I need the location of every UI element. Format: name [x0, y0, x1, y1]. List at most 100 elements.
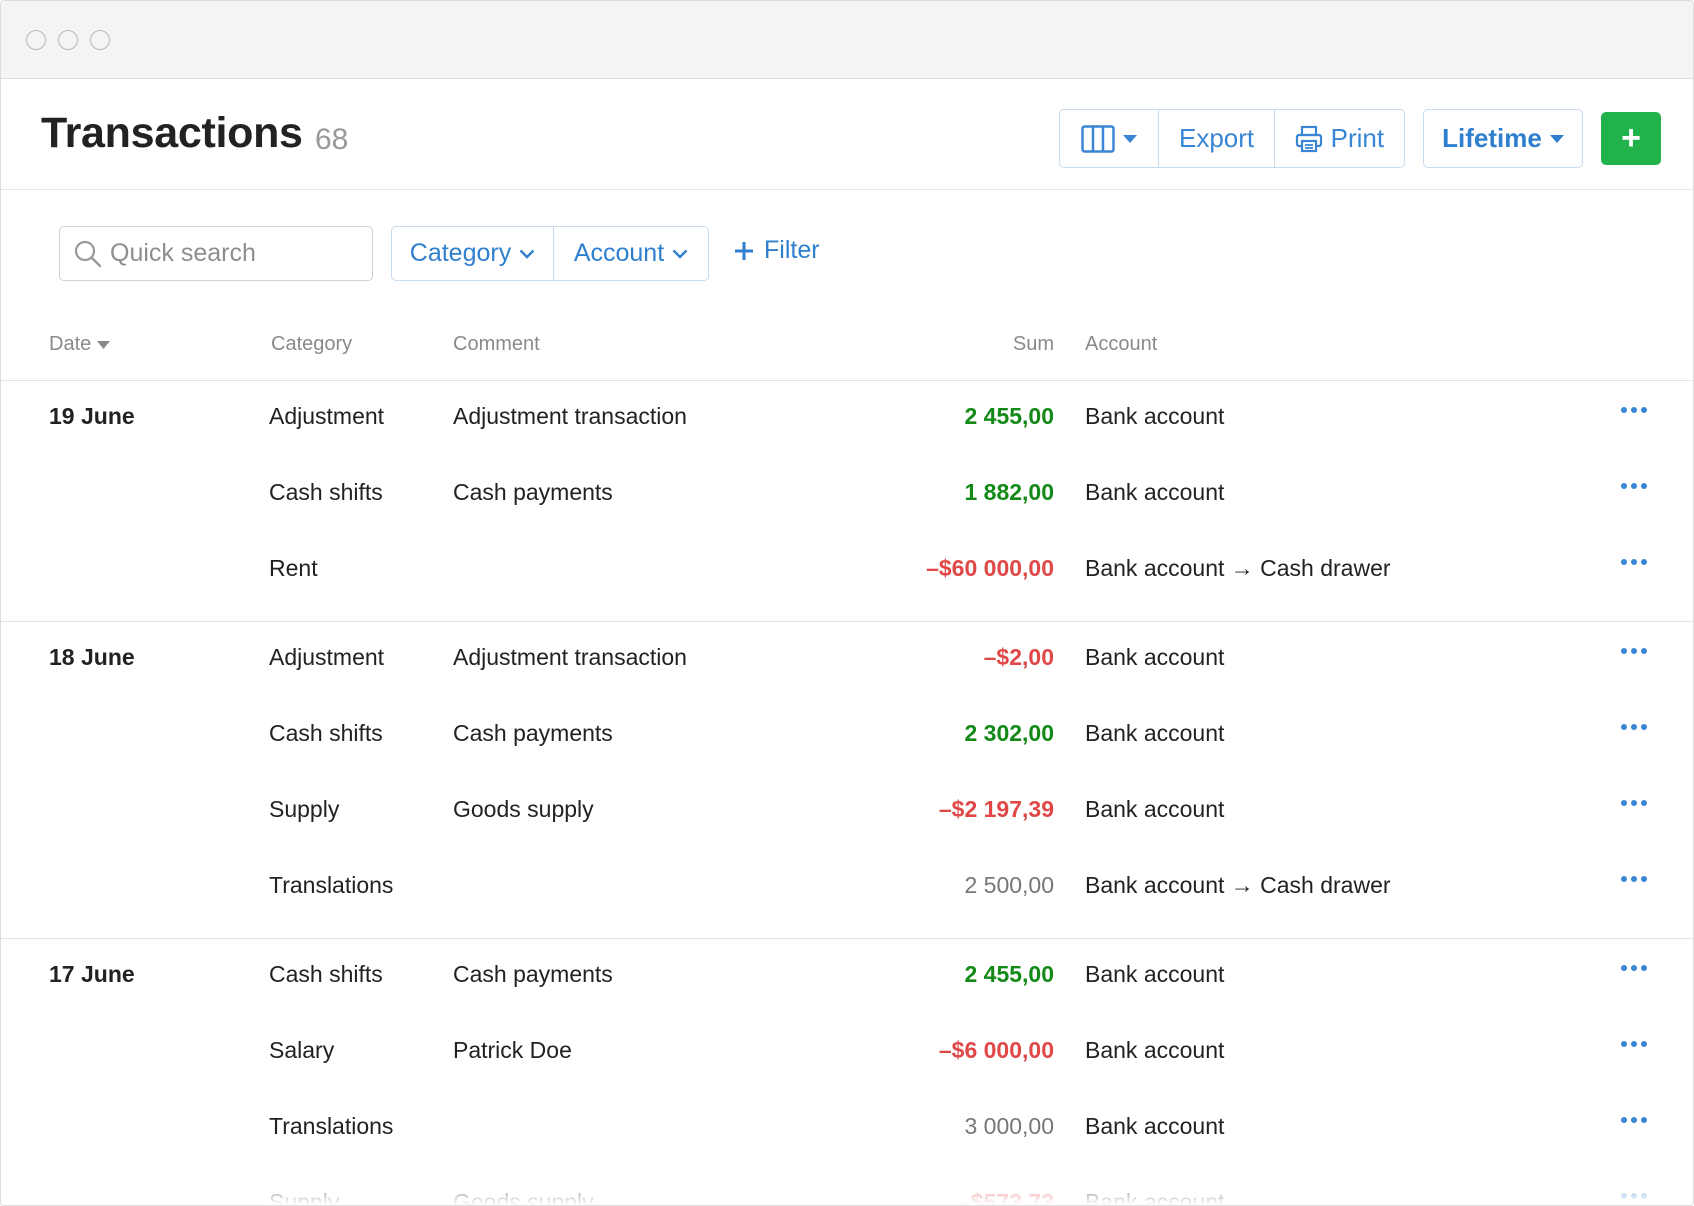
table-row[interactable]: Cash shifts Cash payments 1 882,00 Bank acc…: [1, 469, 1693, 545]
row-more-button[interactable]: [1621, 1041, 1647, 1047]
row-category: Cash shifts: [269, 479, 383, 505]
transaction-count: 68: [315, 123, 349, 156]
period-label: Lifetime: [1442, 123, 1542, 153]
table-row[interactable]: Salary Patrick Doe –$6 000,00 Bank account: [1, 1027, 1693, 1103]
row-more-button[interactable]: [1621, 559, 1647, 565]
row-date: 17 June: [49, 961, 135, 987]
more-icon: [1621, 483, 1627, 489]
row-sum: –$60 000,00: [926, 555, 1054, 581]
search-icon: [74, 240, 102, 267]
row-account: Bank account: [1085, 403, 1225, 429]
row-sum: 2 500,00: [964, 872, 1054, 898]
add-transaction-button[interactable]: +: [1601, 112, 1661, 165]
more-icon: [1621, 965, 1627, 971]
window-close-button[interactable]: [26, 29, 46, 50]
filter-toolbar: Category Account Filter: [1, 190, 1693, 325]
row-more-button[interactable]: [1621, 876, 1647, 882]
sum-column-header[interactable]: Sum: [1012, 333, 1054, 355]
more-icon: [1631, 800, 1637, 806]
printer-icon: [1295, 125, 1322, 152]
row-category: Translations: [269, 1113, 394, 1139]
row-more-button[interactable]: [1621, 800, 1647, 806]
row-category: Adjustment: [269, 644, 385, 670]
more-icon: [1641, 407, 1647, 413]
table-row[interactable]: Translations 2 500,00 Bank account → Cash …: [1, 862, 1693, 938]
filter-dropdown-group: Category Account: [391, 226, 709, 281]
more-icon: [1641, 1041, 1647, 1047]
row-comment: Cash payments: [453, 720, 613, 746]
row-account: Bank account: [1085, 1037, 1225, 1063]
row-account: Bank account: [1085, 1113, 1225, 1139]
table-row[interactable]: 18 June Adjustment Adjustment transaction –…: [1, 634, 1693, 710]
print-label: Print: [1330, 123, 1385, 153]
sort-desc-icon: [97, 340, 111, 349]
more-icon: [1631, 876, 1637, 882]
row-date: 18 June: [49, 644, 135, 670]
row-account: Bank account → Cash drawer: [1085, 555, 1391, 581]
row-date: 19 June: [49, 403, 135, 429]
table-row[interactable]: Supply Goods supply –$2 197,39 Bank account: [1, 786, 1693, 862]
table-row[interactable]: Rent –$60 000,00 Bank account → Cash drawe…: [1, 545, 1693, 621]
category-column-header[interactable]: Category: [271, 333, 353, 355]
search-input[interactable]: [110, 239, 350, 268]
more-icon: [1641, 1117, 1647, 1123]
caret-down-icon: [1549, 134, 1564, 143]
row-more-button[interactable]: [1621, 407, 1647, 413]
row-category: Supply: [269, 796, 340, 822]
more-icon: [1641, 483, 1647, 489]
more-icon: [1641, 876, 1647, 882]
more-icon: [1631, 1041, 1637, 1047]
view-actions-group: Export Print: [1059, 109, 1405, 168]
row-more-button[interactable]: [1621, 724, 1647, 730]
row-more-button[interactable]: [1621, 648, 1647, 654]
more-icon: [1621, 1117, 1627, 1123]
title-bar: [1, 1, 1693, 79]
more-icon: [1641, 724, 1647, 730]
more-icon: [1641, 800, 1647, 806]
period-dropdown[interactable]: Lifetime: [1423, 109, 1583, 168]
add-filter-button[interactable]: Filter: [734, 236, 820, 265]
comment-column-header[interactable]: Comment: [453, 333, 540, 355]
plus-icon: [735, 241, 753, 260]
search-box[interactable]: [59, 226, 373, 281]
row-more-button[interactable]: [1621, 483, 1647, 489]
row-more-button[interactable]: [1621, 1117, 1647, 1123]
export-button[interactable]: Export: [1159, 110, 1275, 167]
more-icon: [1631, 559, 1637, 565]
row-sum: 1 882,00: [964, 479, 1054, 505]
row-sum: 2 302,00: [964, 720, 1054, 746]
row-category: Adjustment: [269, 403, 385, 429]
table-row[interactable]: Cash shifts Cash payments 2 302,00 Bank acc…: [1, 710, 1693, 786]
window-zoom-button[interactable]: [90, 29, 110, 50]
row-comment: Adjustment transaction: [453, 644, 687, 670]
category-filter-label: Category: [409, 239, 512, 267]
export-label: Export: [1179, 123, 1255, 153]
row-category: Translations: [269, 872, 394, 898]
table-row[interactable]: 17 June Cash shifts Cash payments 2 455,00 B…: [1, 951, 1693, 1027]
table-row[interactable]: 19 June Adjustment Adjustment transaction 2…: [1, 393, 1693, 469]
chevron-down-icon: [672, 249, 688, 259]
table-body: 19 June Adjustment Adjustment transaction 2…: [1, 381, 1693, 1205]
add-filter-label: Filter: [764, 236, 820, 264]
date-column-header[interactable]: Date: [49, 333, 111, 356]
more-icon: [1631, 965, 1637, 971]
columns-button[interactable]: [1060, 110, 1160, 167]
account-filter-dropdown[interactable]: Account: [554, 227, 708, 280]
row-category: Salary: [269, 1037, 335, 1063]
table-row[interactable]: Translations 3 000,00 Bank account: [1, 1103, 1693, 1179]
window-minimize-button[interactable]: [58, 29, 78, 50]
row-comment: Cash payments: [453, 479, 613, 505]
row-category: Rent: [269, 555, 318, 581]
row-comment: Adjustment transaction: [453, 403, 687, 429]
print-button[interactable]: Print: [1275, 110, 1404, 167]
scroll-fade: [1, 1165, 1693, 1205]
page-title: Transactions: [41, 109, 303, 157]
row-category: Cash shifts: [269, 961, 383, 987]
category-filter-dropdown[interactable]: Category: [392, 227, 554, 280]
row-account: Bank account: [1085, 961, 1225, 987]
caret-down-icon: [1123, 134, 1138, 143]
row-more-button[interactable]: [1621, 965, 1647, 971]
account-column-header[interactable]: Account: [1085, 333, 1158, 355]
row-comment: Goods supply: [453, 796, 594, 822]
